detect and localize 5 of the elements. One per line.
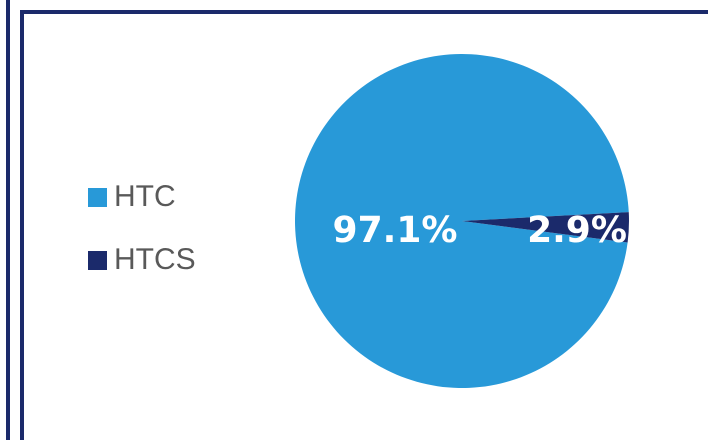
pie-slice [295, 54, 629, 388]
data-label: 97.1% [332, 210, 458, 251]
data-label: 2.9% [527, 210, 627, 251]
legend-label: HTCS [114, 242, 196, 276]
legend-label: HTC [114, 180, 176, 213]
